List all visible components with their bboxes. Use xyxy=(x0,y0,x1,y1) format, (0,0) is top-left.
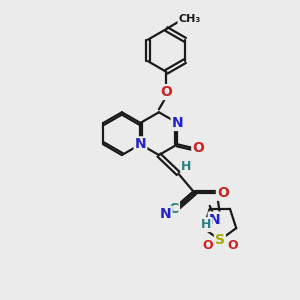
Text: O: O xyxy=(160,85,172,99)
Text: O: O xyxy=(217,186,229,200)
Text: H: H xyxy=(182,160,192,173)
Text: O: O xyxy=(227,239,238,252)
Text: N: N xyxy=(209,212,220,226)
Text: O: O xyxy=(202,239,213,252)
Text: N: N xyxy=(135,137,146,152)
Text: C: C xyxy=(169,202,179,216)
Text: N: N xyxy=(172,116,183,130)
Text: O: O xyxy=(192,141,204,155)
Text: H: H xyxy=(201,218,212,231)
Text: CH₃: CH₃ xyxy=(178,14,201,24)
Text: S: S xyxy=(215,233,225,247)
Text: N: N xyxy=(160,207,172,220)
